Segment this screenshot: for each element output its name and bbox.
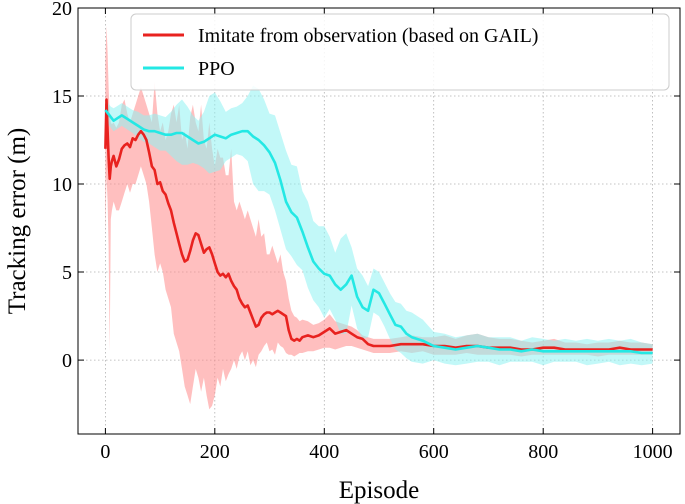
y-tick-label: 0 bbox=[62, 350, 72, 372]
plot-area bbox=[104, 25, 653, 410]
band-ppo bbox=[105, 85, 653, 366]
series-line-ppo bbox=[104, 109, 653, 355]
y-tick-label: 5 bbox=[62, 262, 72, 284]
x-tick-label: 200 bbox=[200, 441, 230, 463]
legend-box bbox=[130, 13, 670, 91]
x-tick-label: 600 bbox=[419, 441, 449, 463]
y-tick-label: 10 bbox=[52, 174, 72, 196]
y-axis-title: Tracking error (m) bbox=[4, 128, 31, 315]
ticks: 0 200 400 600 800 1000 0 5 10 15 20 bbox=[52, 0, 680, 463]
band-gail bbox=[105, 25, 653, 410]
x-tick-label: 800 bbox=[528, 441, 558, 463]
x-tick-label: 400 bbox=[309, 441, 339, 463]
legend-label-ppo: PPO bbox=[198, 58, 235, 80]
y-tick-label: 20 bbox=[52, 0, 72, 20]
x-tick-label: 0 bbox=[100, 441, 110, 463]
y-tick-label: 15 bbox=[52, 86, 72, 108]
series-line-gail bbox=[104, 98, 653, 351]
legend-label-gail: Imitate from observation (based on GAIL) bbox=[198, 25, 538, 47]
x-tick-label: 1000 bbox=[633, 441, 673, 463]
legend: Imitate from observation (based on GAIL)… bbox=[130, 13, 670, 91]
x-axis-title: Episode bbox=[339, 477, 420, 504]
axes-frame bbox=[77, 7, 681, 435]
